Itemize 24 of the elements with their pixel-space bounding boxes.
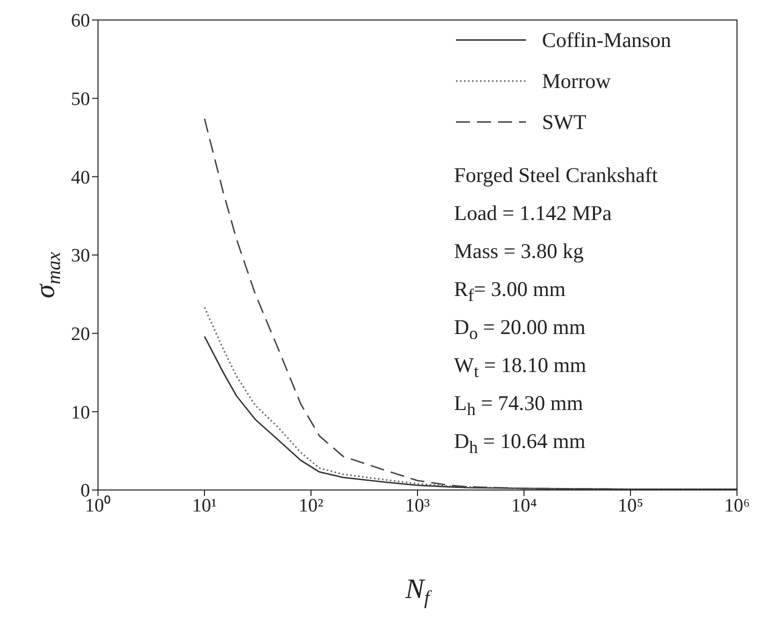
annotation: Load = 1.142 MPa — [454, 200, 613, 227]
legend-label: SWT — [542, 110, 586, 134]
x-tick-label: 10⁴ — [511, 495, 538, 516]
y-tick-label: 10 — [71, 402, 90, 424]
annotation: D$_{h}$ = 10.64 mm — [454, 428, 586, 460]
annotation: Forged Steel Crankshaft — [454, 162, 658, 189]
legend-label: Morrow — [542, 69, 612, 93]
annotation: R$_{f}$= 3.00 mm — [454, 276, 567, 308]
x-tick-label: 10⁶ — [724, 495, 750, 516]
y-tick-label: 50 — [71, 89, 90, 110]
annotation: D$_{o}$ = 20.00 mm — [454, 314, 586, 346]
annotation: W$_{t}$ = 18.10 mm — [454, 352, 588, 384]
x-tick-label: 10¹ — [192, 495, 218, 516]
y-tick-label: 60 — [71, 10, 90, 32]
annotation: L$_{h}$ = 74.30 mm — [454, 390, 584, 422]
x-tick-label: 10⁵ — [618, 495, 644, 516]
annotation: Mass = 3.80 kg — [454, 238, 585, 265]
y-tick-label: 30 — [71, 246, 90, 267]
legend-label: Coffin-Manson — [542, 28, 672, 52]
y-tick-label: 40 — [71, 167, 90, 188]
x-axis-title: N$_{f}$ — [404, 574, 432, 609]
x-tick-label: 10³ — [405, 495, 430, 516]
x-tick-label: 10² — [298, 495, 324, 516]
y-tick-label: 20 — [71, 324, 90, 346]
